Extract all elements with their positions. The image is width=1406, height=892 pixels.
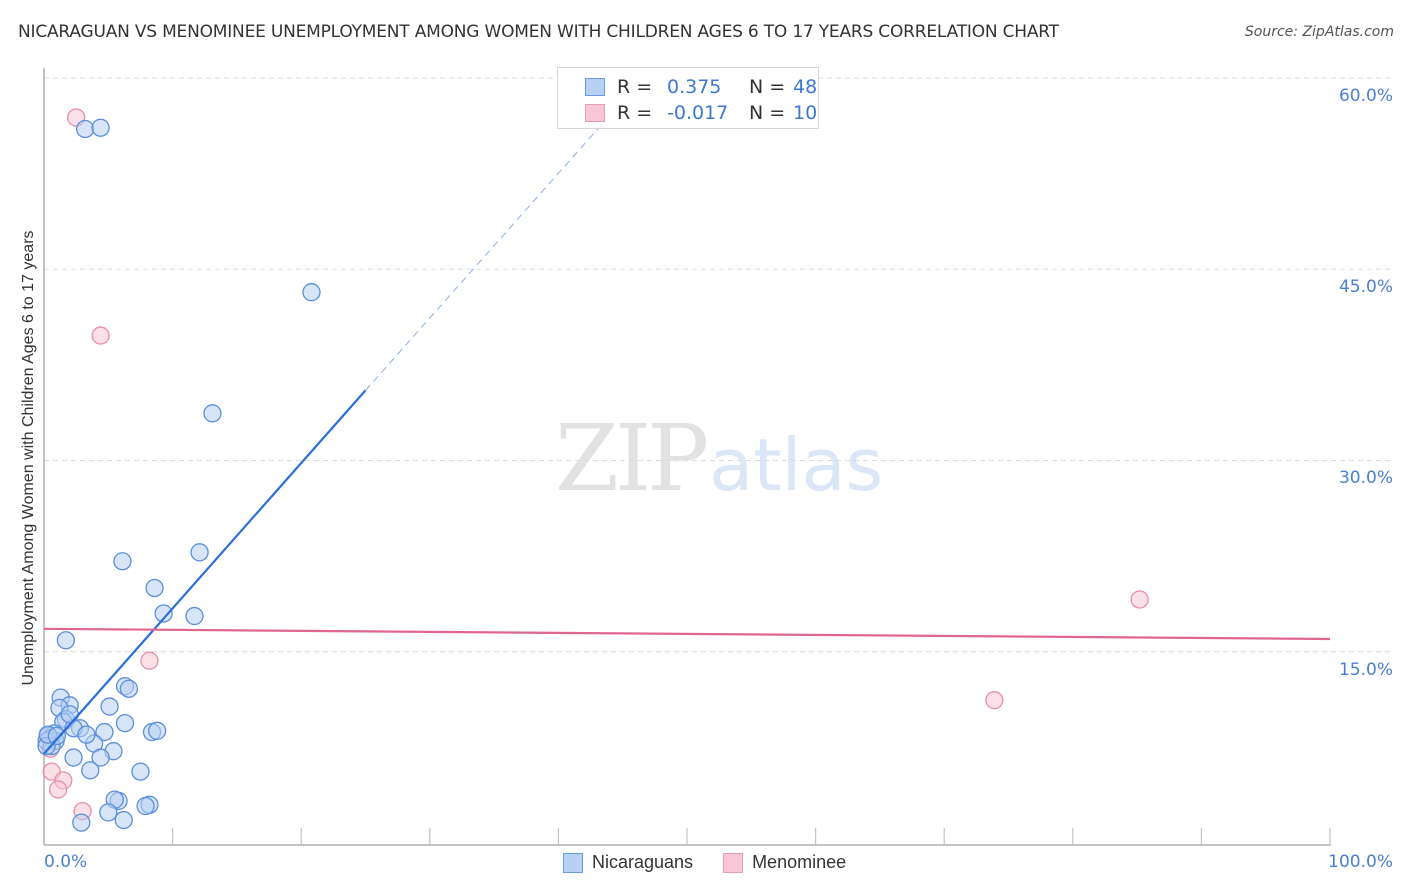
series-legend: Nicaraguans Menominee xyxy=(563,852,876,873)
nicaraguan-point xyxy=(114,810,133,830)
n-label: N = xyxy=(749,102,786,124)
nicaraguan-point xyxy=(302,283,321,302)
legend-row-nicaraguans: R = 0.375 N = 48 xyxy=(558,74,817,100)
nicaraguan-point xyxy=(185,606,204,626)
nicaraguan-point xyxy=(99,803,118,822)
nicaraguan-point xyxy=(81,761,100,780)
menominee-point xyxy=(91,326,110,345)
legend-row-menominee: R = -0.017 N = 10 xyxy=(558,100,817,126)
nicaraguans-legend-swatch xyxy=(563,852,583,873)
y-tick-15: 15.0% xyxy=(1338,660,1393,680)
y-axis-label: Unemployment Among Women with Children A… xyxy=(20,230,37,686)
legend-label-nicaraguans: Nicaraguans xyxy=(592,852,694,872)
chart-title: NICARAGUAN VS MENOMINEE UNEMPLOYMENT AMO… xyxy=(18,22,1059,42)
y-tick-30: 30.0% xyxy=(1338,468,1393,488)
nicaraguan-points xyxy=(37,118,321,832)
r-label: R = xyxy=(617,76,653,98)
n-label: N = xyxy=(749,76,786,98)
nicaraguan-point xyxy=(91,118,110,137)
nicaraguan-point xyxy=(145,578,164,598)
nicaraguan-point xyxy=(203,404,222,423)
menominee-legend-swatch xyxy=(723,852,744,873)
n-value-nicaraguans: 48 xyxy=(793,76,818,98)
axes xyxy=(43,68,1331,846)
menominee-point xyxy=(140,651,159,670)
trend-lines xyxy=(43,122,1331,755)
menominee-swatch xyxy=(585,104,605,122)
legend-item-nicaraguans: Nicaraguans xyxy=(563,852,693,873)
nicaraguan-point xyxy=(100,697,119,716)
r-value-nicaraguans: 0.375 xyxy=(667,76,722,98)
nicaraguan-point xyxy=(64,748,83,767)
nicaraguan-point xyxy=(115,714,135,733)
r-label: R = xyxy=(617,102,653,124)
r-value-menominee: -0.017 xyxy=(667,102,729,124)
nicaraguan-point xyxy=(148,721,167,740)
nicaraguan-point xyxy=(60,705,79,724)
correlation-legend: R = 0.375 N = 48 R = -0.017 N = 10 xyxy=(557,67,819,129)
legend-label-menominee: Menominee xyxy=(752,852,847,872)
watermark-zip: ZIP xyxy=(555,405,709,512)
nicaraguan-point xyxy=(136,796,155,816)
menominee-point xyxy=(48,780,68,799)
gridlines xyxy=(44,77,1392,653)
y-tick-60: 60.0% xyxy=(1338,86,1393,106)
menominee-trend-line xyxy=(43,627,1331,641)
menominee-points xyxy=(41,108,1149,821)
zipatlas-watermark: ZIPatlas xyxy=(555,405,883,512)
nicaraguan-point xyxy=(47,726,67,746)
menominee-point xyxy=(985,691,1004,710)
nicaraguan-point xyxy=(119,679,139,698)
nicaraguan-point xyxy=(131,762,150,781)
nicaraguan-point xyxy=(95,722,114,742)
nicaraguan-point xyxy=(56,631,76,650)
nicaraguan-point xyxy=(72,813,91,832)
nicaraguan-point xyxy=(190,543,209,562)
y-tick-45: 45.0% xyxy=(1338,277,1393,297)
x-tick-100: 100.0% xyxy=(1328,852,1393,872)
source-credit: Source: ZipAtlas.com xyxy=(1244,24,1394,40)
menominee-point xyxy=(1130,590,1149,609)
n-value-menominee: 10 xyxy=(793,102,818,124)
nicaraguan-point xyxy=(76,119,95,139)
nicaraguan-point xyxy=(113,552,132,571)
nicaraguan-point xyxy=(77,725,96,744)
nicaraguans-trend-extension xyxy=(365,122,604,391)
nicaraguan-point xyxy=(154,604,173,623)
x-tick-0: 0.0% xyxy=(44,852,88,872)
legend-item-menominee: Menominee xyxy=(723,852,846,873)
nicaraguan-point xyxy=(91,748,110,767)
nicaraguans-trend-line xyxy=(43,389,367,755)
x-axis-ticks xyxy=(172,828,1331,845)
nicaraguans-swatch xyxy=(585,78,605,96)
watermark-atlas: atlas xyxy=(709,423,884,507)
